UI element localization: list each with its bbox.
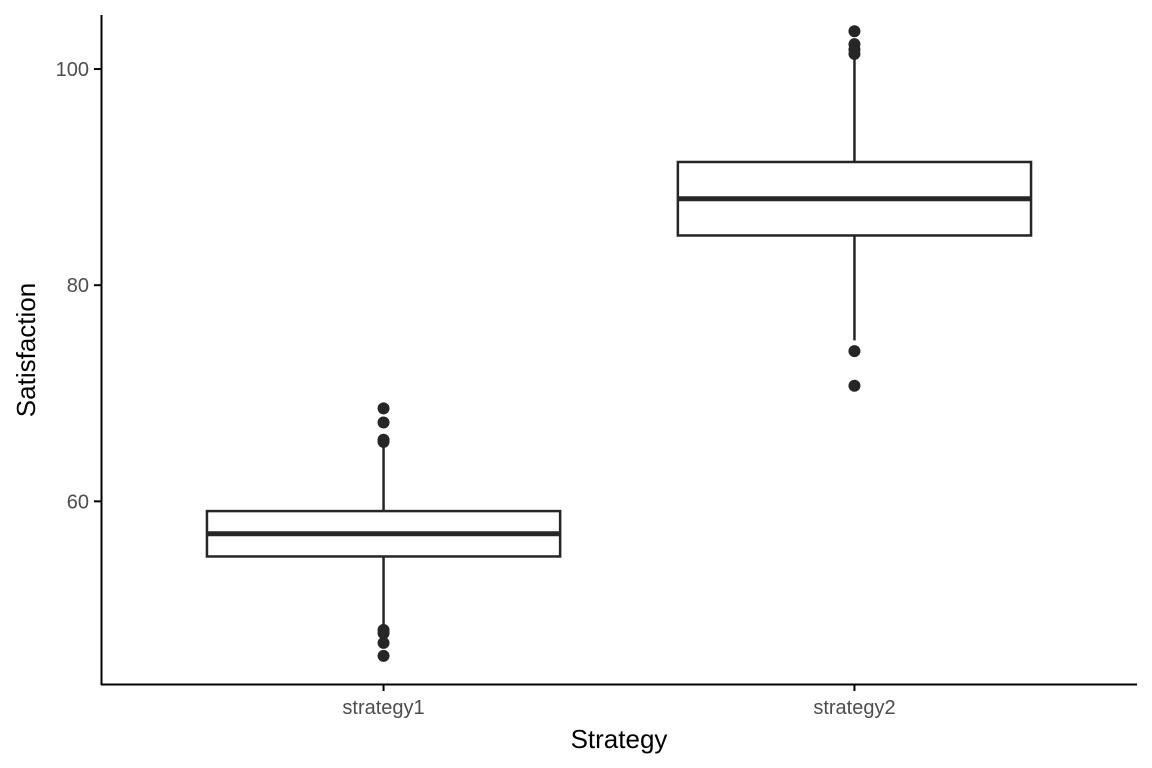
- outlier-point: [848, 379, 861, 392]
- outlier-point: [848, 38, 861, 51]
- plot-marks: [205, 25, 1033, 662]
- outlier-point: [377, 636, 390, 649]
- y-axis-title: Satisfaction: [11, 283, 41, 417]
- x-tick-label: strategy2: [813, 697, 895, 719]
- box-group-strategy2: [676, 25, 1033, 392]
- x-axis-ticks: strategy1 strategy2: [342, 684, 896, 719]
- outlier-point: [848, 345, 861, 358]
- y-tick-label: 80: [67, 275, 89, 297]
- outlier-point: [377, 623, 390, 636]
- y-tick-label: 100: [56, 59, 89, 81]
- outlier-point: [377, 649, 390, 662]
- y-axis-ticks: 60 80 100: [56, 59, 101, 513]
- y-tick-label: 60: [67, 491, 89, 513]
- x-tick-label: strategy1: [342, 697, 424, 719]
- outlier-point: [377, 416, 390, 429]
- outlier-point: [377, 402, 390, 415]
- box-group-strategy1: [205, 402, 562, 662]
- outlier-point: [377, 433, 390, 446]
- outlier-point: [848, 25, 861, 38]
- x-axis-title: Strategy: [571, 724, 668, 754]
